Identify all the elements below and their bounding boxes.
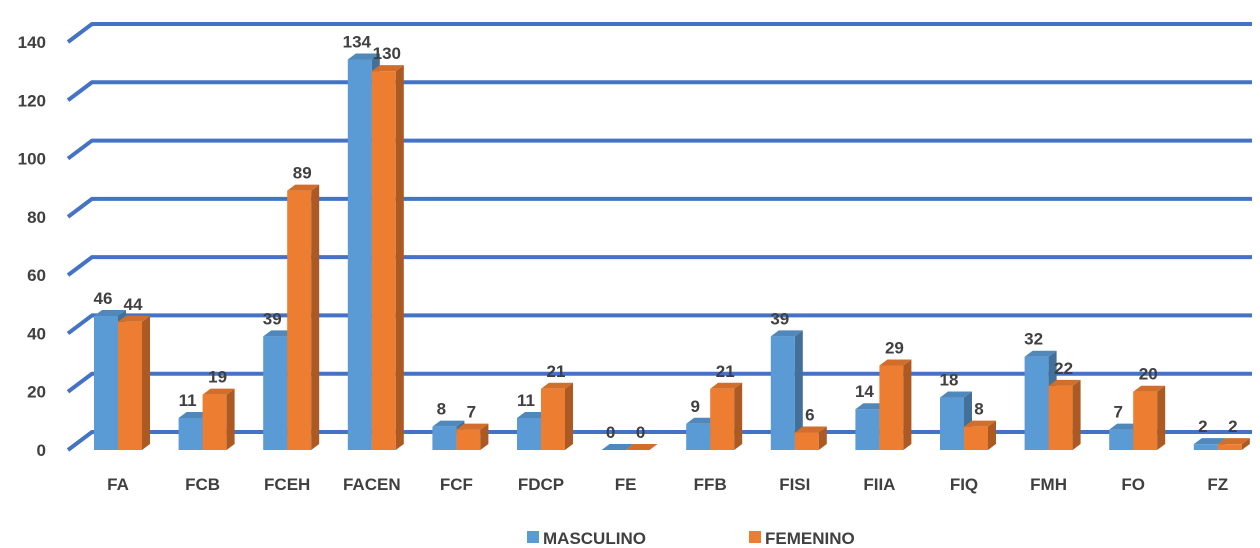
y-tick-label: 100 [18, 150, 46, 169]
data-label-femenino-fo: 20 [1139, 365, 1158, 384]
data-label-femenino-fisi: 6 [805, 406, 814, 425]
bar-femenino-fe [625, 444, 658, 450]
data-label-femenino-fcb: 19 [208, 368, 227, 387]
data-label-femenino-fe: 0 [636, 423, 645, 442]
x-tick-label: FCB [185, 475, 220, 494]
data-label-masculino-fiia: 14 [855, 382, 874, 401]
bar-femenino-facen [371, 65, 404, 451]
data-label-femenino-fiia: 29 [885, 338, 904, 357]
y-tick-label: 20 [27, 383, 46, 402]
legend-label: FEMENINO [765, 529, 855, 548]
legend-swatch [527, 531, 539, 543]
x-tick-label: FDCP [518, 475, 564, 494]
bar-femenino-fceh [287, 184, 320, 450]
bar-femenino-fcb [202, 388, 235, 450]
data-label-masculino-fo: 7 [1113, 403, 1122, 422]
data-label-masculino-ffb: 9 [690, 397, 699, 416]
bar-femenino-fdcp [541, 382, 573, 450]
bar-femenino-fo [1133, 385, 1166, 450]
gridline [66, 80, 1252, 102]
data-label-femenino-fmh: 22 [1054, 359, 1073, 378]
x-tick-label: FMH [1030, 475, 1067, 494]
data-label-masculino-facen: 134 [343, 32, 372, 51]
bar-femenino-fiia [879, 359, 912, 450]
y-tick-label: 140 [18, 33, 46, 52]
y-tick-label: 60 [27, 266, 46, 285]
x-tick-label: FIQ [950, 475, 978, 494]
bar-masculino-fe [601, 444, 634, 450]
bar-femenino-fiq [964, 420, 996, 450]
legend-item-masculino: MASCULINO [527, 529, 646, 548]
x-tick-label: FCF [440, 475, 473, 494]
x-tick-label: FZ [1207, 475, 1228, 494]
legend-label: MASCULINO [543, 529, 646, 548]
bar-femenino-fz [1217, 438, 1250, 450]
data-label-masculino-fcb: 11 [179, 391, 197, 410]
data-label-femenino-facen: 130 [373, 44, 401, 63]
data-label-femenino-ffb: 21 [716, 362, 735, 381]
x-tick-label: FCEH [264, 475, 310, 494]
data-label-masculino-fa: 46 [94, 289, 113, 308]
data-label-masculino-fceh: 39 [263, 309, 282, 328]
gridline [66, 255, 1252, 277]
x-tick-label: FACEN [343, 475, 401, 494]
bar-femenino-fisi [794, 426, 827, 450]
gridline [66, 196, 1252, 219]
data-label-femenino-fcf: 7 [467, 403, 476, 422]
bar-femenino-fa [118, 315, 150, 450]
gridline [66, 371, 1252, 394]
bars [94, 53, 1250, 451]
gridline [66, 22, 1252, 44]
y-tick-label: 120 [18, 91, 46, 110]
data-label-masculino-fdcp: 11 [517, 391, 535, 410]
gridline [66, 138, 1252, 161]
x-tick-label: FO [1121, 475, 1145, 494]
bar-femenino-ffb [710, 382, 743, 450]
legend-item-femenino: FEMENINO [749, 529, 855, 548]
legend-swatch [749, 531, 761, 543]
y-tick-label: 40 [27, 324, 46, 343]
y-tick-label: 0 [37, 441, 46, 460]
bar-femenino-fcf [456, 423, 489, 450]
data-label-masculino-fmh: 32 [1024, 330, 1043, 349]
x-axis-categories: FA FCB FCEH FACEN FCF FDCP FE FFB FISI FIIA FIQ FMH… [107, 475, 1228, 494]
bar-masculino-fisi [770, 330, 803, 450]
data-label-femenino-fz: 2 [1228, 417, 1237, 436]
bar-femenino-fmh [1048, 379, 1081, 450]
data-label-masculino-fe: 0 [606, 423, 615, 442]
data-label-masculino-fisi: 39 [770, 309, 789, 328]
data-label-femenino-fiq: 8 [974, 400, 983, 419]
gridlines [66, 22, 1252, 452]
data-label-masculino-fcf: 8 [437, 400, 446, 419]
gridline [66, 313, 1252, 336]
x-tick-label: FE [615, 475, 637, 494]
data-label-masculino-fz: 2 [1198, 417, 1207, 436]
y-axis-ticks: 0 20 40 60 80 100 120 140 [18, 33, 46, 460]
legend: MASCULINO FEMENINO [527, 529, 855, 548]
data-label-masculino-fiq: 18 [940, 371, 959, 390]
data-label-femenino-fdcp: 21 [547, 362, 566, 381]
x-tick-label: FFB [694, 475, 727, 494]
x-tick-label: FISI [779, 475, 810, 494]
x-tick-label: FA [107, 475, 129, 494]
y-tick-label: 80 [27, 208, 46, 227]
data-label-femenino-fceh: 89 [293, 164, 312, 183]
x-tick-label: FIIA [863, 475, 895, 494]
data-label-femenino-fa: 44 [124, 295, 143, 314]
